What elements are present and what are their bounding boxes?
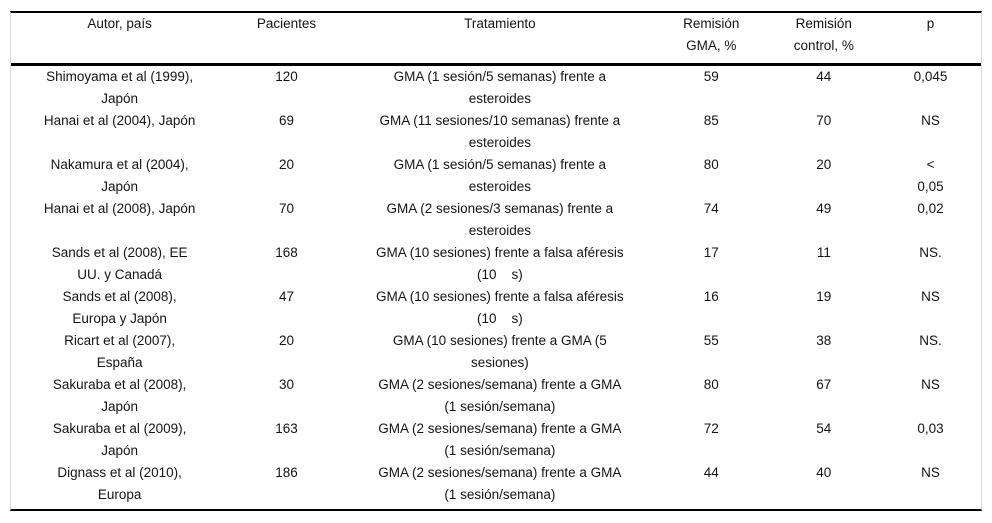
remission-gma-cell: 16	[703, 288, 719, 304]
p-value-cell: NS.	[919, 332, 942, 348]
patients-cell: 20	[278, 332, 294, 348]
remission-control-cell: 67	[816, 376, 832, 392]
table-header: Autor, país Pacientes Tratamiento Remisi…	[11, 13, 981, 64]
treatment-cell: GMA (2 sesiones/3 semanas) frente a este…	[386, 200, 614, 238]
table-row: Sands et al (2008), Europa y Japón 47 GM…	[11, 286, 981, 330]
remission-gma-cell: 74	[703, 200, 719, 216]
header-row: Autor, país Pacientes Tratamiento Remisi…	[11, 13, 981, 64]
remission-control-cell: 20	[816, 156, 832, 172]
patients-cell: 47	[278, 288, 294, 304]
remission-gma-cell: 72	[703, 420, 719, 436]
treatment-cell: GMA (10 sesiones) frente a falsa aféresi…	[376, 244, 624, 282]
treatment-cell: GMA (11 sesiones/10 semanas) frente a es…	[379, 112, 621, 150]
treatment-cell: GMA (2 sesiones/semana) frente a GMA (1 …	[378, 464, 622, 502]
column-header-patients: Pacientes	[256, 16, 317, 31]
column-header-author: Autor, país	[87, 16, 152, 31]
author-cell: Sakuraba et al (2009), Japón	[52, 420, 187, 458]
author-cell: Sakuraba et al (2008), Japón	[52, 376, 187, 414]
remission-gma-cell: 55	[703, 332, 719, 348]
table-body: Shimoyama et al (1999), Japón 120 GMA (1…	[11, 64, 981, 506]
p-value-cell: NS	[921, 376, 940, 392]
patients-cell: 30	[278, 376, 294, 392]
remission-gma-cell: 59	[703, 68, 719, 84]
patients-cell: 163	[275, 420, 298, 436]
column-header-remission-control: Remisión control, %	[793, 16, 854, 53]
author-cell: Hanai et al (2004), Japón	[43, 112, 196, 128]
p-value-cell: 0,03	[917, 420, 944, 436]
author-cell: Sands et al (2008), EE UU. y Canadá	[51, 244, 188, 282]
author-cell: Nakamura et al (2004), Japón	[50, 156, 189, 194]
author-cell: Dignass et al (2010), Europa	[57, 464, 182, 502]
author-cell: Sands et al (2008), Europa y Japón	[62, 288, 177, 326]
table-row: Dignass et al (2010), Europa 186 GMA (2 …	[11, 462, 981, 506]
treatment-cell: GMA (1 sesión/5 semanas) frente a estero…	[393, 156, 607, 194]
treatment-cell: GMA (2 sesiones/semana) frente a GMA (1 …	[378, 420, 622, 458]
patients-cell: 168	[275, 244, 298, 260]
treatment-cell: GMA (10 sesiones) frente a falsa aféresi…	[376, 288, 624, 326]
author-cell: Ricart et al (2007), España	[64, 332, 176, 370]
treatment-cell: GMA (1 sesión/5 semanas) frente a estero…	[393, 68, 607, 106]
table-row: Sakuraba et al (2009), Japón 163 GMA (2 …	[11, 418, 981, 462]
patients-cell: 70	[278, 200, 294, 216]
remission-control-cell: 49	[816, 200, 832, 216]
remission-gma-cell: 17	[703, 244, 719, 260]
p-value-cell: 0,02	[917, 200, 944, 216]
author-cell: Shimoyama et al (1999), Japón	[46, 68, 194, 106]
table-row: Hanai et al (2004), Japón 69 GMA (11 ses…	[11, 110, 981, 154]
author-cell: Hanai et al (2008), Japón	[43, 200, 196, 216]
column-header-treatment: Tratamiento	[464, 16, 536, 31]
table-row: Sands et al (2008), EE UU. y Canadá 168 …	[11, 242, 981, 286]
remission-control-cell: 19	[816, 288, 832, 304]
p-value-cell: NS	[921, 112, 940, 128]
column-header-p-value: p	[926, 16, 935, 31]
table-row: Nakamura et al (2004), Japón 20 GMA (1 s…	[11, 154, 981, 198]
remission-control-cell: 54	[816, 420, 832, 436]
remission-gma-cell: 80	[703, 376, 719, 392]
patients-cell: 186	[275, 464, 298, 480]
table-row: Ricart et al (2007), España 20 GMA (10 s…	[11, 330, 981, 374]
patients-cell: 69	[278, 112, 294, 128]
p-value-cell: NS	[921, 464, 940, 480]
p-value-cell: NS	[921, 288, 940, 304]
remission-gma-cell: 44	[703, 464, 719, 480]
patients-cell: 20	[278, 156, 294, 172]
patients-cell: 120	[275, 68, 298, 84]
p-value-cell: 0,045	[913, 68, 948, 84]
column-header-remission-gma: Remisión GMA, %	[683, 16, 740, 53]
p-value-cell: < 0,05	[917, 156, 944, 194]
remission-control-cell: 70	[816, 112, 832, 128]
table-row: Sakuraba et al (2008), Japón 30 GMA (2 s…	[11, 374, 981, 418]
remission-control-cell: 11	[816, 244, 831, 260]
remission-gma-cell: 80	[703, 156, 719, 172]
table-row: Shimoyama et al (1999), Japón 120 GMA (1…	[11, 64, 981, 110]
p-value-cell: NS.	[919, 244, 942, 260]
remission-control-cell: 44	[816, 68, 832, 84]
treatment-cell: GMA (10 sesiones) frente a GMA (5 sesion…	[392, 332, 607, 370]
study-results-table: Autor, país Pacientes Tratamiento Remisi…	[11, 13, 981, 506]
remission-control-cell: 40	[816, 464, 832, 480]
treatment-cell: GMA (2 sesiones/semana) frente a GMA (1 …	[378, 376, 622, 414]
remission-gma-cell: 85	[703, 112, 719, 128]
table-row: Hanai et al (2008), Japón 70 GMA (2 sesi…	[11, 198, 981, 242]
table-frame: Autor, país Pacientes Tratamiento Remisi…	[10, 11, 982, 511]
remission-control-cell: 38	[816, 332, 832, 348]
